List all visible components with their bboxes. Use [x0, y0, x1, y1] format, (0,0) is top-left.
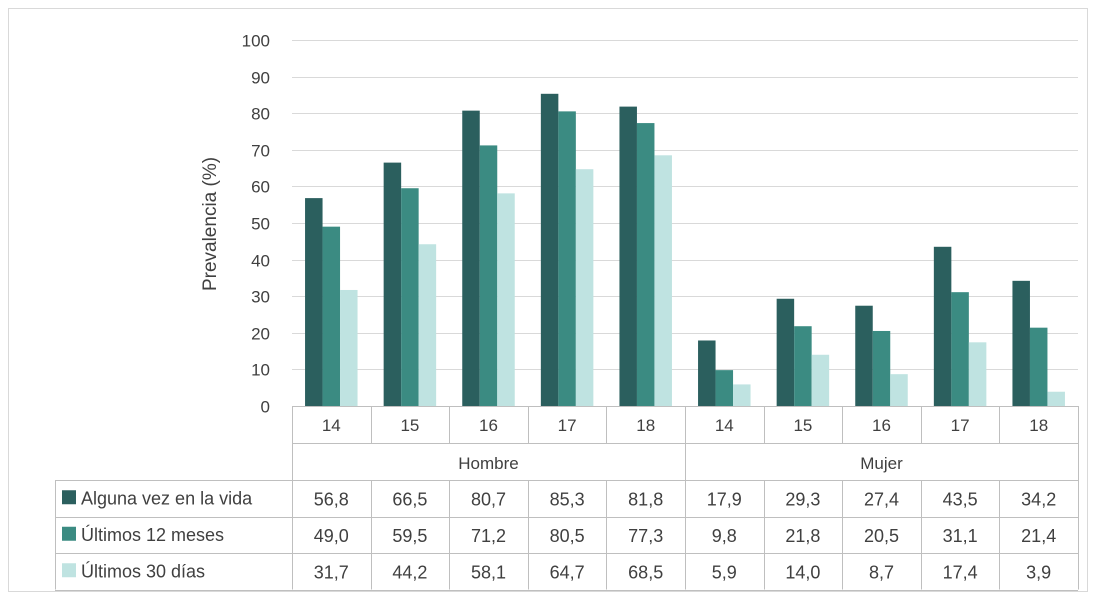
y-axis: 0 10 20 30 40 50 60 70 80 90 100 [242, 32, 1078, 417]
data-label: 31,1 [943, 526, 978, 546]
data-label: 80,5 [550, 526, 585, 546]
data-label: 29,3 [785, 489, 820, 509]
bar-1 [698, 340, 716, 406]
legend-label: Alguna vez en la vida [81, 488, 253, 508]
bar-1 [462, 110, 480, 406]
bar-3 [497, 193, 515, 406]
bar-1 [1012, 280, 1030, 406]
data-label: 27,4 [864, 489, 899, 509]
category-label: 16 [872, 416, 891, 435]
data-label: 85,3 [550, 489, 585, 509]
y-tick-label: 70 [251, 142, 270, 161]
category-label: 18 [1029, 416, 1048, 435]
data-label: 66,5 [392, 489, 427, 509]
y-tick-label: 100 [242, 32, 270, 51]
bar-2 [479, 145, 498, 406]
category-label: 14 [322, 416, 341, 435]
category-label: 18 [636, 416, 655, 435]
bar-3 [1047, 391, 1065, 406]
legend-swatch-1 [62, 490, 76, 505]
y-tick-label: 10 [251, 361, 270, 380]
data-label: 3,9 [1026, 562, 1051, 582]
category-label: 14 [715, 416, 734, 435]
category-label: 17 [951, 416, 970, 435]
bar-2 [322, 226, 341, 406]
bar-2 [794, 326, 812, 406]
bar-2 [1029, 327, 1048, 406]
bar-2 [951, 292, 969, 406]
bar-2 [636, 123, 655, 406]
y-axis-label: Prevalencia (%) [200, 157, 221, 291]
bar-1 [619, 106, 637, 406]
bar-3 [654, 155, 672, 406]
bar-3 [575, 169, 594, 406]
data-label: 56,8 [314, 489, 349, 509]
data-label: 34,2 [1021, 489, 1056, 509]
data-label: 17,4 [943, 562, 978, 582]
y-tick-label: 80 [251, 105, 270, 124]
bar-2 [558, 111, 576, 407]
data-label: 43,5 [943, 489, 978, 509]
bar-3 [890, 374, 908, 406]
y-tick-label: 40 [251, 252, 270, 271]
group-label: Hombre [458, 454, 518, 473]
data-label: 14,0 [785, 562, 820, 582]
data-label: 21,8 [785, 526, 820, 546]
category-label: 15 [793, 416, 812, 435]
data-table: 14 15 16 17 18 14 15 16 17 18 Hombre Mujer Alguna ve… [55, 406, 1079, 591]
bar-1 [933, 246, 952, 406]
bar-2 [715, 370, 734, 406]
category-label: 16 [479, 416, 498, 435]
bar-3 [733, 384, 751, 406]
y-tick-label: 30 [251, 288, 270, 307]
data-label: 17,9 [707, 489, 742, 509]
data-label: 8,7 [869, 562, 894, 582]
data-label: 20,5 [864, 526, 899, 546]
y-tick-label: 50 [251, 215, 270, 234]
legend-swatch-3 [62, 563, 76, 578]
y-tick-label: 0 [261, 398, 270, 417]
data-label: 59,5 [392, 526, 427, 546]
bar-1 [383, 162, 402, 406]
bar-1 [855, 305, 873, 406]
bar-1 [776, 298, 795, 406]
bars [305, 93, 1065, 407]
bar-1 [540, 93, 559, 406]
legend-label: Últimos 12 meses [81, 524, 224, 545]
bar-2 [872, 330, 891, 406]
category-label: 15 [400, 416, 419, 435]
bar-2 [401, 188, 419, 406]
data-label: 77,3 [628, 526, 663, 546]
y-tick-label: 20 [251, 325, 270, 344]
bar-3 [968, 342, 987, 406]
bar-3 [811, 354, 830, 406]
data-label: 49,0 [314, 526, 349, 546]
bar-3 [340, 289, 358, 406]
data-label: 64,7 [550, 562, 585, 582]
y-tick-label: 60 [251, 178, 270, 197]
bar-3 [418, 244, 437, 406]
data-label: 21,4 [1021, 526, 1056, 546]
data-label: 44,2 [392, 562, 427, 582]
data-label: 81,8 [628, 489, 663, 509]
data-label: 80,7 [471, 489, 506, 509]
legend-swatch-2 [62, 526, 76, 541]
data-label: 68,5 [628, 562, 663, 582]
legend-label: Últimos 30 días [81, 560, 205, 581]
group-label: Mujer [860, 454, 903, 473]
data-label: 31,7 [314, 562, 349, 582]
data-label: 71,2 [471, 526, 506, 546]
data-label: 58,1 [471, 562, 506, 582]
category-label: 17 [558, 416, 577, 435]
data-label: 9,8 [712, 526, 737, 546]
bar-1 [305, 198, 323, 406]
y-tick-label: 90 [251, 69, 270, 88]
data-label: 5,9 [712, 562, 737, 582]
